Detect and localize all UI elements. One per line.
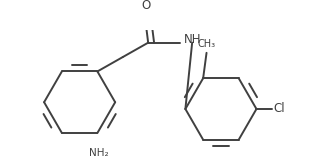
Text: CH₃: CH₃ xyxy=(198,40,216,49)
Text: NH₂: NH₂ xyxy=(89,148,109,158)
Text: Cl: Cl xyxy=(273,102,285,115)
Text: NH: NH xyxy=(184,33,201,46)
Text: O: O xyxy=(141,0,151,12)
